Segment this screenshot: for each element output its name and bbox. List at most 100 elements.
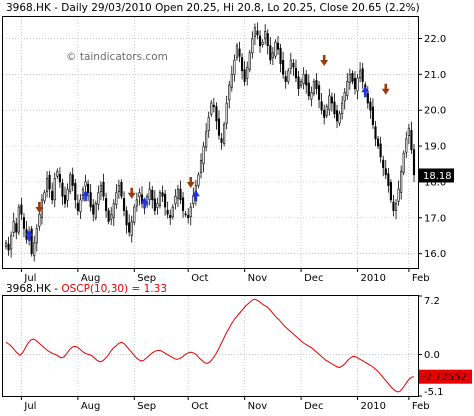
candle-body — [89, 192, 92, 208]
candle-body — [351, 72, 354, 82]
candle — [410, 121, 413, 154]
candle-body — [20, 204, 23, 215]
candle — [328, 88, 331, 116]
candle — [110, 207, 113, 225]
candle — [382, 155, 385, 177]
candle-body — [341, 102, 344, 115]
candle — [33, 235, 36, 262]
oscillator-x-tick-label: Feb — [412, 401, 430, 412]
candle — [10, 231, 13, 258]
candle — [171, 204, 174, 220]
candle — [343, 87, 346, 110]
candle — [269, 37, 272, 65]
candle — [184, 210, 187, 218]
candle-body — [292, 62, 295, 68]
candle — [197, 171, 200, 189]
candle — [351, 70, 354, 85]
candle — [35, 224, 38, 252]
candle — [89, 184, 92, 212]
price-x-tick-label: Jul — [23, 273, 36, 284]
candle — [287, 67, 290, 85]
candle — [302, 67, 305, 90]
candle — [17, 204, 20, 236]
candle-body — [310, 92, 313, 100]
candle-body — [161, 192, 164, 197]
candle-body — [210, 102, 213, 115]
candle-body — [377, 138, 380, 147]
candle — [310, 86, 313, 107]
candle — [135, 192, 138, 212]
buy-arrow-shape — [140, 197, 149, 209]
candle-body — [397, 188, 400, 202]
candle — [199, 153, 203, 179]
candle — [138, 188, 141, 206]
candle — [12, 212, 15, 237]
candle — [407, 123, 410, 145]
price-last-value-tag: 18.18 — [419, 168, 454, 183]
buy-arrow-shape — [361, 86, 370, 98]
candle-body — [356, 77, 359, 92]
candle-body — [202, 145, 205, 164]
candle — [371, 98, 375, 129]
candle — [102, 173, 105, 201]
candle-body — [15, 223, 18, 233]
candle — [71, 167, 74, 192]
candle-body — [7, 243, 10, 251]
candle-body — [325, 106, 328, 116]
candle — [215, 102, 218, 130]
candle-body — [258, 35, 262, 46]
sell-arrow-shape — [381, 83, 390, 95]
candle — [379, 136, 382, 163]
candle-body — [269, 45, 272, 61]
candle-body — [153, 198, 156, 211]
price-x-tick-label: 2010 — [361, 273, 386, 284]
candle — [353, 71, 357, 95]
price-y-tick-label: 22.0 — [424, 34, 446, 45]
candle — [58, 167, 61, 188]
candle-body — [107, 210, 110, 222]
candle-body — [338, 113, 341, 124]
candle-body — [99, 185, 103, 192]
candle-body — [10, 235, 13, 250]
candle-body — [133, 206, 136, 223]
candle-body — [4, 242, 8, 247]
candle — [384, 160, 387, 180]
candle — [312, 78, 315, 97]
sell-arrow-shape — [186, 176, 195, 188]
candle-body — [33, 242, 36, 257]
candle — [87, 179, 90, 202]
candle — [189, 202, 192, 226]
buy-arrow-shape — [81, 190, 90, 202]
candle-body — [333, 101, 336, 115]
candle-body — [330, 96, 333, 104]
candle-body — [197, 174, 200, 186]
candle — [79, 194, 82, 219]
oscillator-y-tick-label: 0.0 — [424, 350, 440, 361]
candle — [341, 95, 344, 120]
candle — [330, 92, 333, 112]
candle-body — [117, 185, 120, 192]
candle — [392, 194, 395, 217]
candle-body — [164, 193, 167, 208]
candle — [323, 104, 326, 125]
candle — [253, 23, 256, 45]
price-x-tick-label: Dec — [304, 273, 323, 284]
candle-body — [248, 52, 251, 70]
candle-body — [405, 138, 408, 153]
candle-body — [92, 204, 95, 215]
candle — [389, 179, 392, 203]
candle-body — [230, 74, 233, 88]
candle-body — [48, 174, 51, 190]
candle-body — [384, 168, 387, 176]
candle — [238, 41, 241, 63]
candle-body — [192, 195, 195, 205]
candle — [120, 179, 123, 200]
candle — [45, 171, 49, 198]
candle — [66, 183, 69, 208]
candle-body — [217, 118, 221, 136]
candle — [243, 61, 246, 86]
candle-body — [176, 188, 179, 199]
candle-body — [112, 203, 115, 218]
candle — [251, 31, 254, 59]
candle — [30, 226, 33, 257]
